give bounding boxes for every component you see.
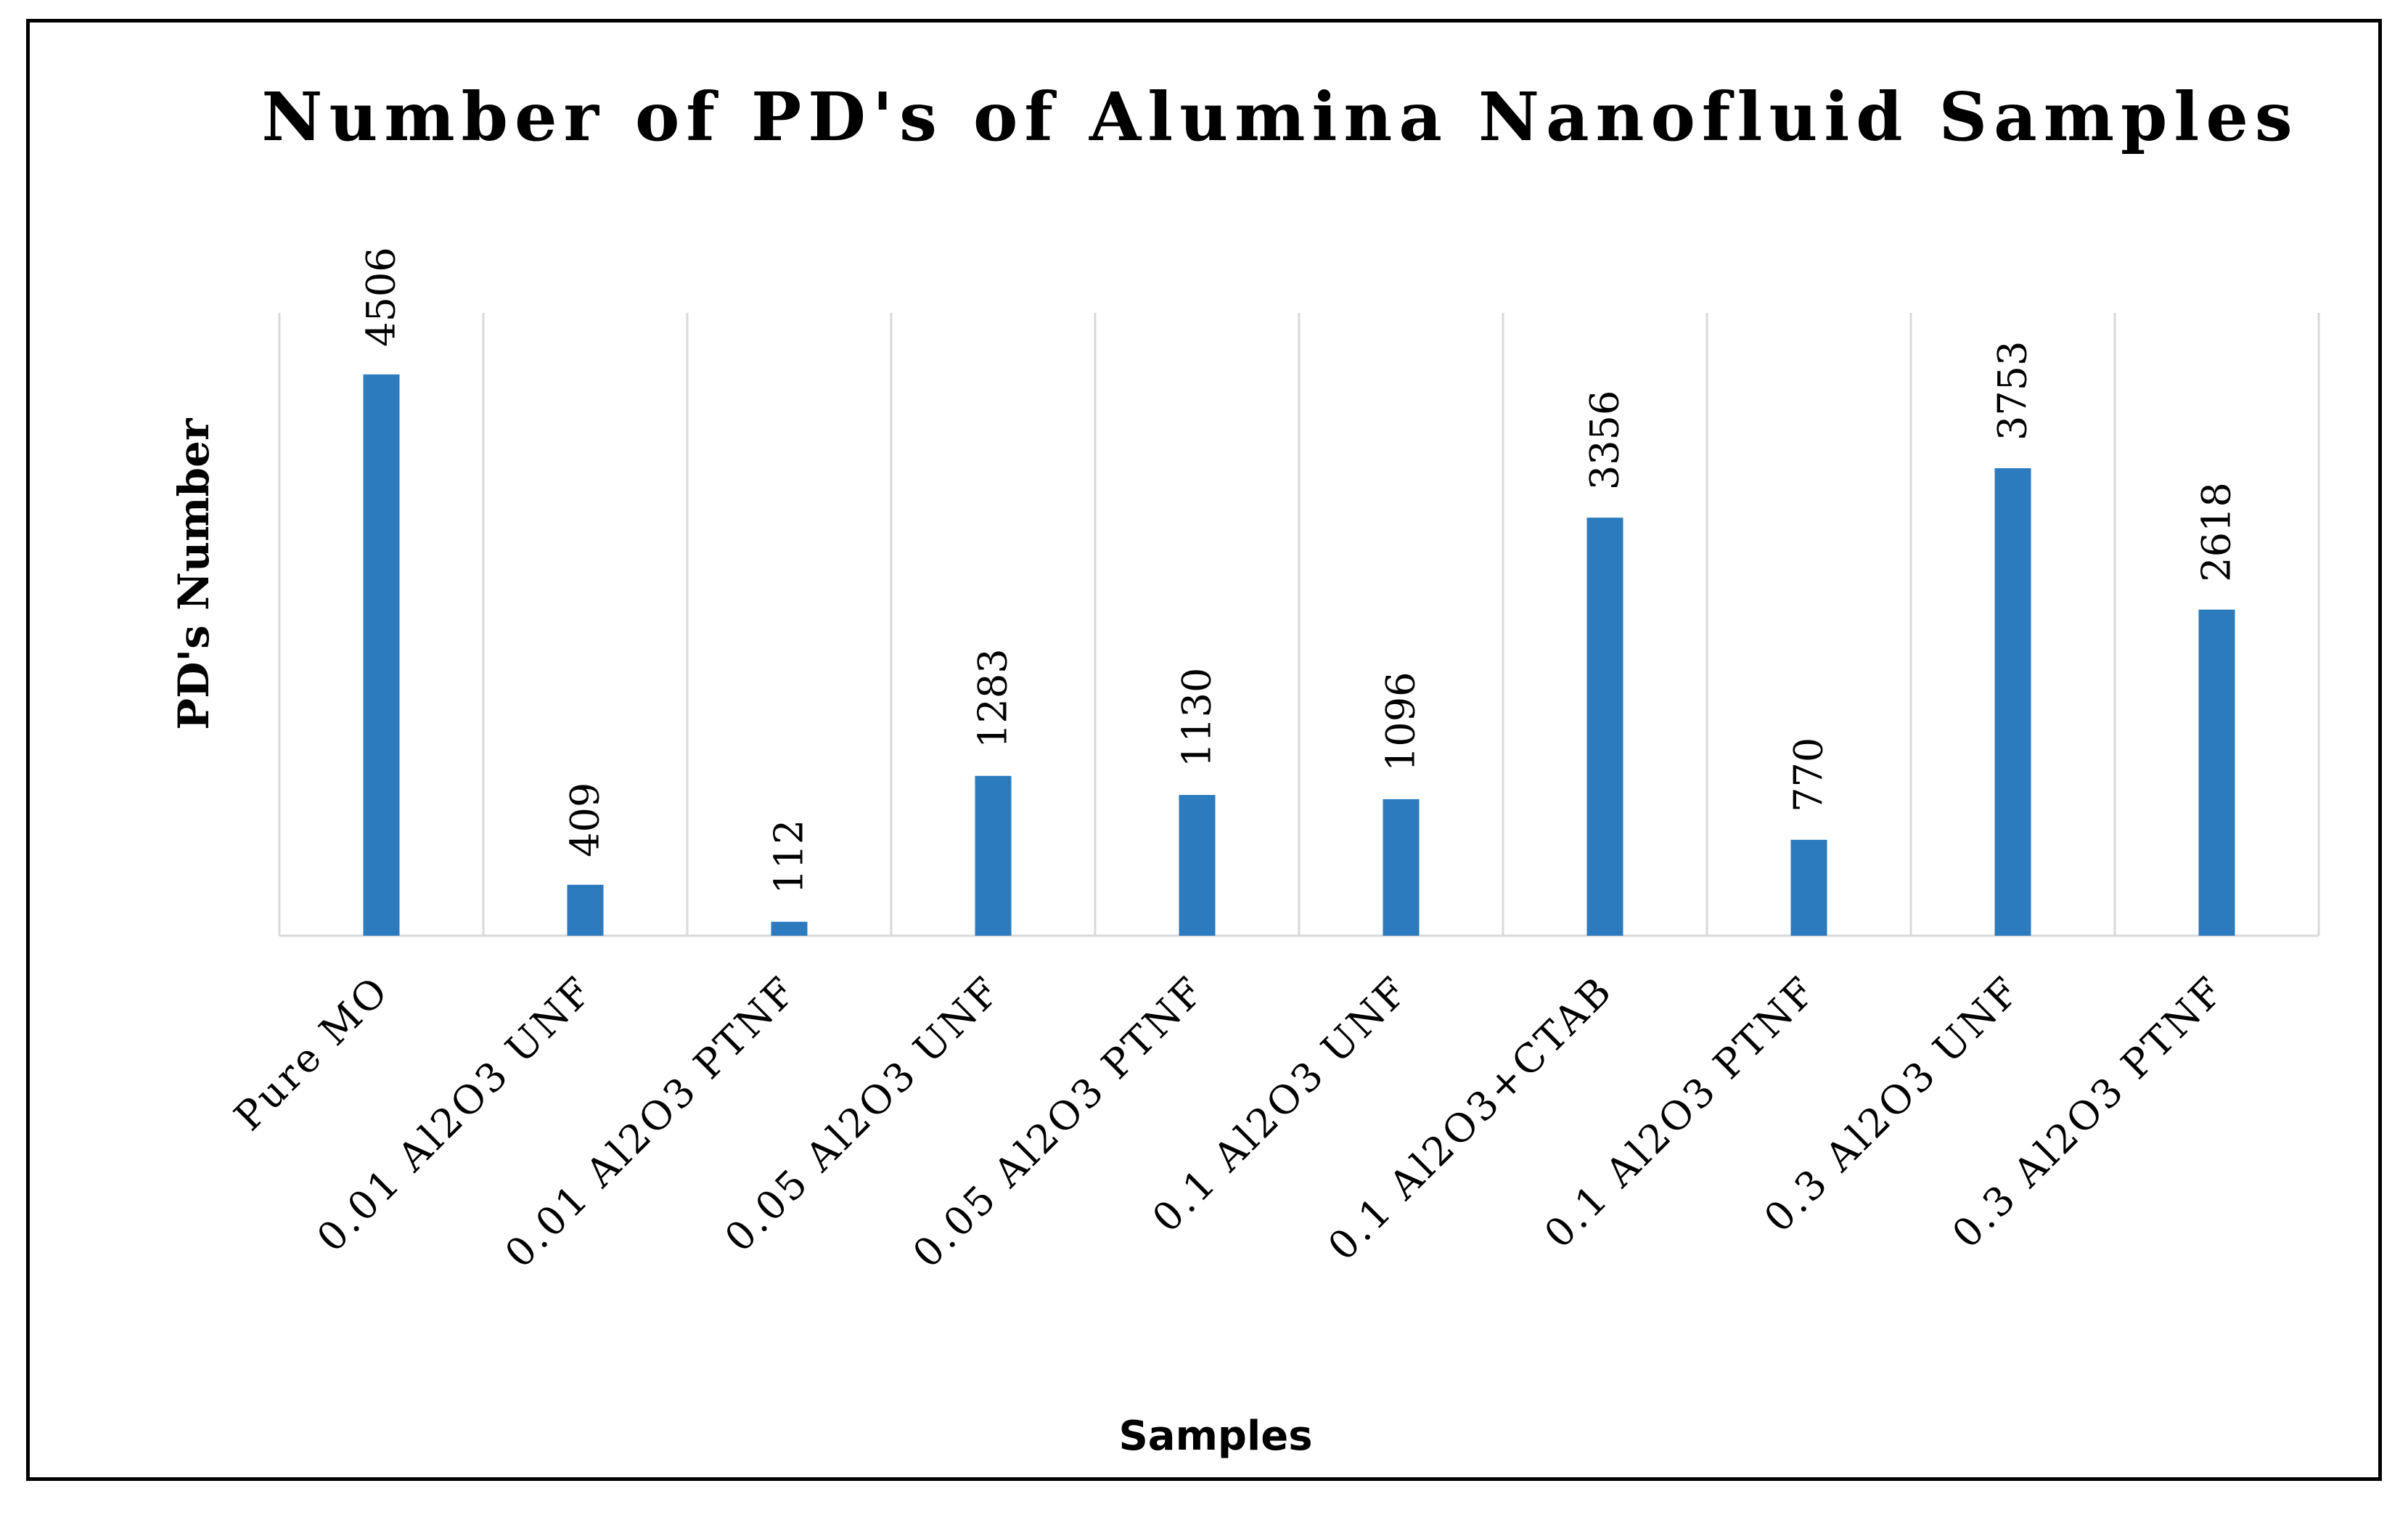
- data-label: 3356: [1582, 391, 1628, 490]
- bar-chart: Number of PD's of Alumina Nanofluid Samp…: [169, 78, 2320, 1460]
- data-label: 409: [562, 783, 608, 857]
- bar: [1994, 467, 2031, 936]
- bar: [1790, 839, 1827, 936]
- data-label: 4506: [359, 247, 404, 346]
- data-label: 112: [766, 820, 812, 894]
- bars: [363, 374, 2235, 936]
- data-label: 770: [1786, 738, 1832, 812]
- x-axis-label: Samples: [1118, 1413, 1312, 1460]
- bar: [975, 775, 1012, 936]
- bar: [363, 374, 400, 936]
- data-label: 1130: [1174, 668, 1220, 767]
- gridlines: [278, 313, 2320, 937]
- data-label: 2618: [2194, 482, 2240, 581]
- bar: [567, 884, 604, 936]
- bar: [1179, 795, 1216, 936]
- data-label: 3753: [1990, 341, 2036, 441]
- y-axis-label: PD's Number: [169, 417, 218, 730]
- data-label: 1096: [1378, 671, 1424, 771]
- bar: [1383, 799, 1420, 936]
- chart-frame: Number of PD's of Alumina Nanofluid Samp…: [26, 19, 2382, 1481]
- data-label: 1283: [970, 648, 1016, 748]
- x-tick-label: Pure MO: [226, 967, 398, 1140]
- data-labels: 4506 409 112 1283 1130 1096 3356 770 3753 2618: [359, 247, 2240, 894]
- bar: [1586, 518, 1623, 936]
- bar: [2198, 609, 2235, 936]
- bar: [771, 921, 808, 936]
- chart-title: Number of PD's of Alumina Nanofluid Samp…: [261, 78, 2298, 156]
